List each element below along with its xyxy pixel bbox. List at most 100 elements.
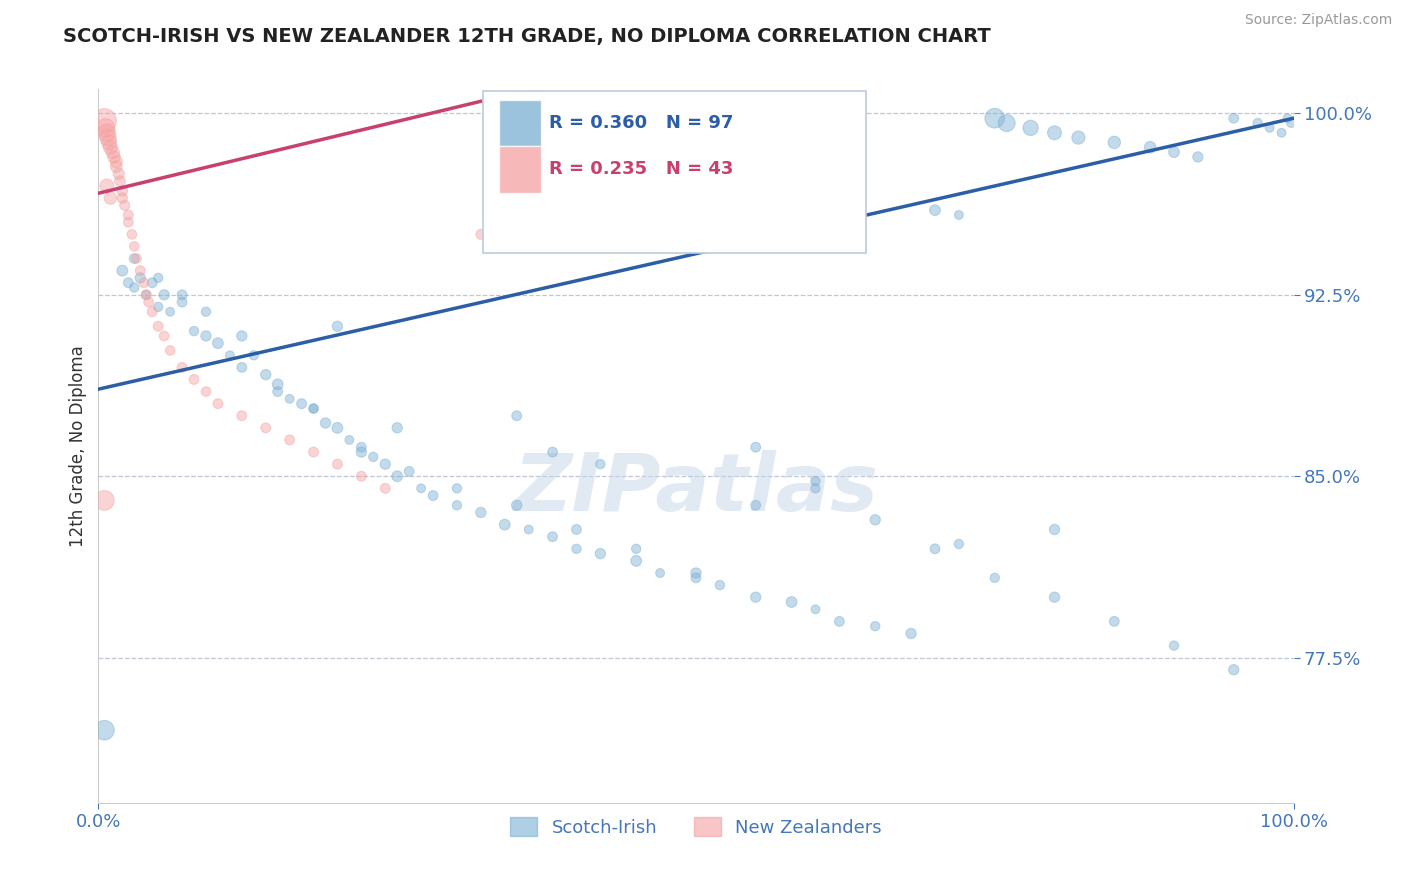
Point — [125, 252, 148, 266]
Point — [93, 723, 115, 738]
Point — [124, 280, 146, 294]
Point — [111, 184, 134, 198]
Point — [195, 304, 218, 318]
Point — [385, 421, 409, 435]
Point — [565, 541, 588, 556]
Point — [291, 397, 314, 411]
Point — [804, 474, 827, 488]
Point — [124, 252, 146, 266]
Point — [267, 384, 290, 399]
Point — [254, 421, 277, 435]
Point — [97, 130, 120, 145]
Point — [446, 481, 468, 495]
Point — [494, 517, 516, 532]
Point — [124, 239, 146, 253]
Point — [1223, 112, 1246, 126]
Point — [804, 602, 827, 616]
FancyBboxPatch shape — [484, 91, 866, 253]
Point — [350, 445, 373, 459]
Point — [385, 469, 409, 483]
Point — [1043, 523, 1066, 537]
Point — [374, 457, 396, 471]
Point — [138, 295, 160, 310]
FancyBboxPatch shape — [499, 146, 541, 193]
Point — [148, 319, 170, 334]
Point — [780, 595, 803, 609]
Point — [828, 615, 851, 629]
Point — [470, 227, 492, 242]
Point — [745, 440, 768, 454]
Y-axis label: 12th Grade, No Diploma: 12th Grade, No Diploma — [69, 345, 87, 547]
Point — [984, 112, 1007, 126]
Point — [374, 481, 396, 495]
Point — [626, 541, 648, 556]
Point — [183, 372, 205, 386]
Point — [93, 493, 115, 508]
Point — [411, 481, 433, 495]
Point — [648, 566, 672, 580]
Point — [172, 295, 194, 310]
Point — [1187, 150, 1209, 164]
Point — [148, 300, 170, 314]
Point — [1104, 136, 1126, 150]
Point — [278, 392, 301, 406]
Point — [172, 360, 194, 375]
Point — [121, 227, 143, 242]
Point — [541, 530, 564, 544]
Point — [804, 481, 827, 495]
Point — [105, 160, 128, 174]
Point — [94, 120, 117, 135]
Point — [1043, 126, 1066, 140]
Text: R = 0.360   N = 97: R = 0.360 N = 97 — [548, 114, 734, 132]
Point — [709, 578, 731, 592]
Point — [995, 116, 1018, 130]
FancyBboxPatch shape — [499, 100, 541, 146]
Point — [1043, 590, 1066, 604]
Point — [172, 288, 194, 302]
Point — [302, 445, 325, 459]
Point — [129, 263, 152, 277]
Point — [129, 271, 152, 285]
Point — [1139, 140, 1161, 154]
Point — [1019, 120, 1042, 135]
Point — [1067, 130, 1090, 145]
Point — [865, 513, 887, 527]
Point — [398, 464, 420, 478]
Point — [96, 178, 118, 193]
Point — [302, 401, 325, 416]
Point — [984, 571, 1007, 585]
Point — [135, 288, 157, 302]
Point — [1247, 116, 1270, 130]
Point — [745, 590, 768, 604]
Point — [422, 489, 444, 503]
Point — [111, 191, 134, 205]
Point — [117, 215, 139, 229]
Point — [745, 498, 768, 512]
Point — [685, 571, 707, 585]
Point — [326, 421, 349, 435]
Point — [195, 329, 218, 343]
Point — [446, 498, 468, 512]
Point — [117, 276, 139, 290]
Point — [363, 450, 385, 464]
Point — [1271, 126, 1294, 140]
Point — [267, 377, 290, 392]
Point — [589, 457, 612, 471]
Point — [326, 457, 349, 471]
Point — [159, 343, 181, 358]
Legend: Scotch-Irish, New Zealanders: Scotch-Irish, New Zealanders — [503, 810, 889, 844]
Point — [302, 401, 325, 416]
Point — [108, 174, 131, 188]
Point — [101, 145, 124, 160]
Point — [685, 566, 707, 580]
Point — [153, 288, 176, 302]
Point — [1258, 120, 1281, 135]
Point — [103, 150, 125, 164]
Point — [506, 409, 529, 423]
Point — [1163, 145, 1185, 160]
Point — [141, 276, 163, 290]
Point — [1279, 116, 1302, 130]
Point — [1277, 112, 1299, 126]
Point — [865, 619, 887, 633]
Point — [195, 384, 218, 399]
